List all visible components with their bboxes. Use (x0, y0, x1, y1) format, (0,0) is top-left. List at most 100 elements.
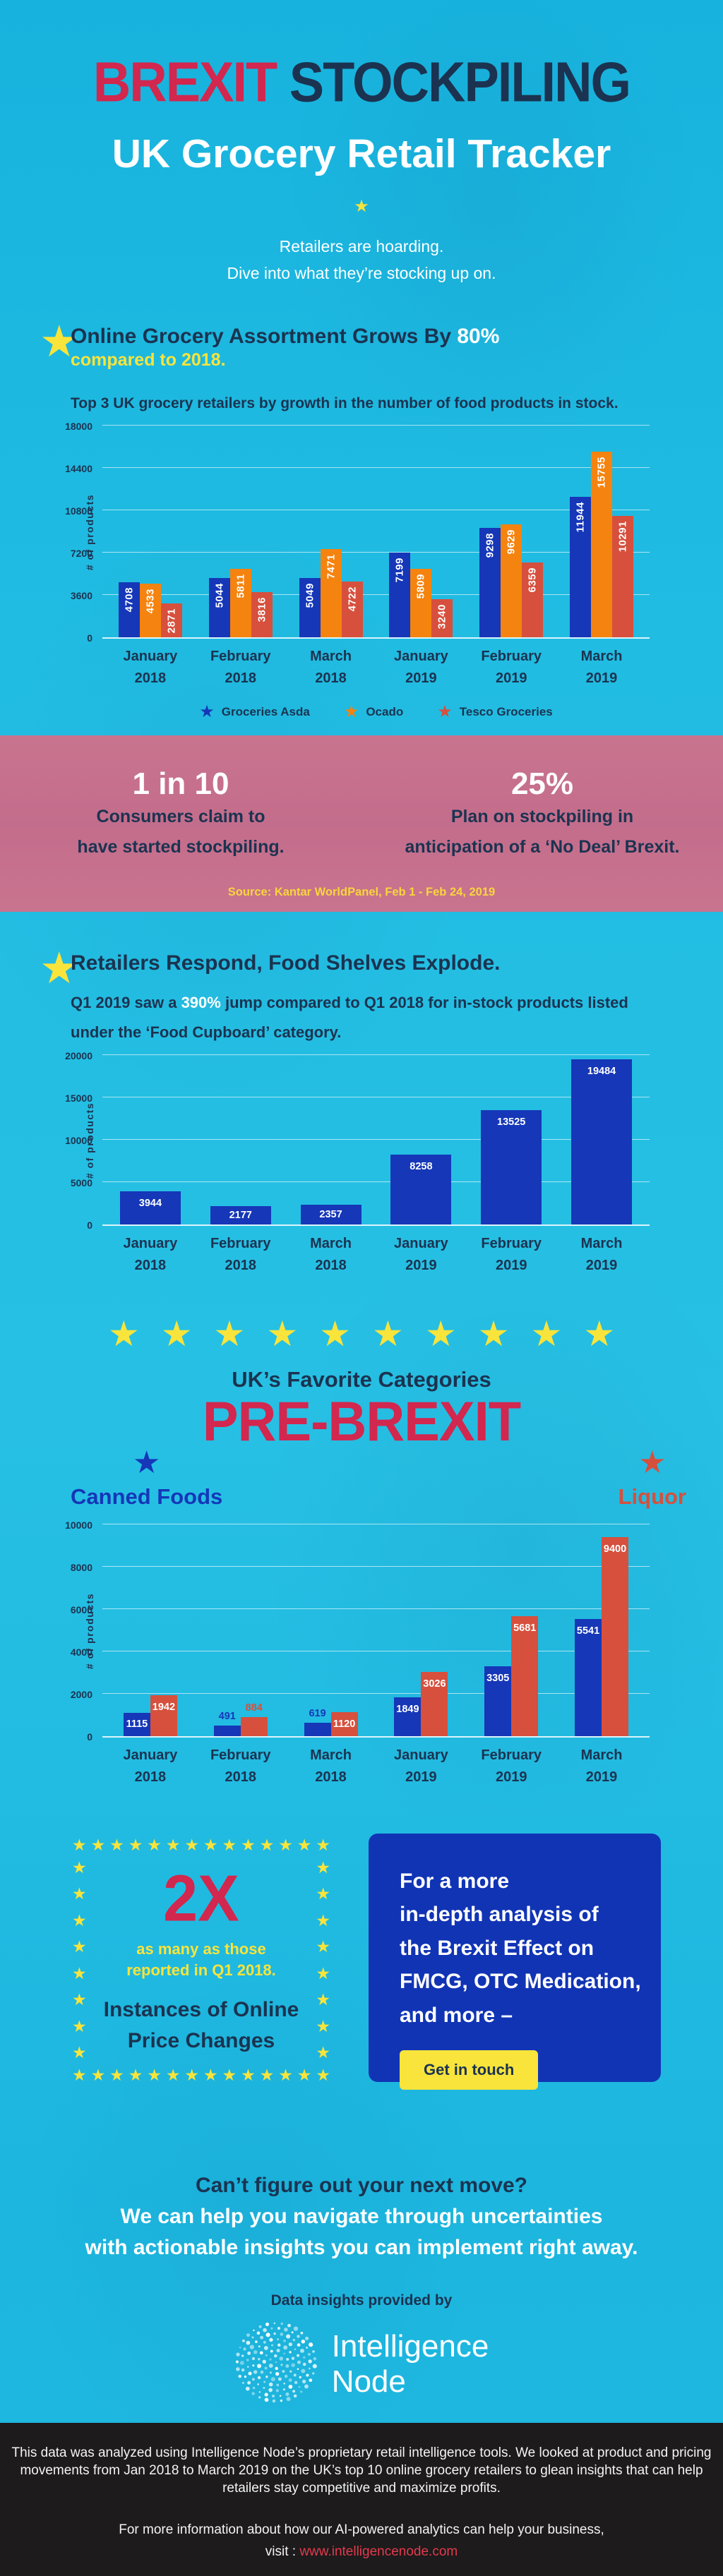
star-icon: ★ (147, 1836, 162, 1854)
star-icon: ★ (316, 1963, 330, 1982)
stars-divider: ★★★★★★★★★★ (0, 1316, 723, 1352)
bar-value-label: 4708 (123, 586, 136, 612)
stat-consumers: 1 in 10 Consumers claim to have started … (0, 766, 362, 862)
page-title-stockpiling: STOCKPILING (276, 50, 631, 114)
bar-value-label: 5541 (576, 1625, 600, 1637)
bar-group-february-2018: 5044 5811 3816 (208, 569, 273, 637)
website-link[interactable]: www.intelligencenode.com (299, 2544, 458, 2559)
star-icon: ★ (297, 2066, 312, 2084)
y-tick-label: 10000 (65, 1135, 92, 1146)
x-axis-labels: January 2018 February 2018 March 2018 January 2… (102, 1233, 650, 1277)
gridline (102, 1139, 650, 1140)
gridline (102, 425, 650, 426)
bar-groups: 4708 4533 2871 5044 5811 3816 5049 7471 4722 7199… (102, 427, 650, 637)
x-axis-labels: January 2018 February 2018 March 2018 January 2… (102, 1745, 650, 1788)
source-attribution: Source: Kantar WorldPanel, Feb 1 - Feb 2… (227, 886, 496, 898)
bar-value-label: 3305 (486, 1672, 510, 1684)
y-tick-label: 18000 (65, 421, 92, 432)
stat-text-line: Consumers claim to (96, 807, 265, 826)
dotted-globe-icon (235, 2322, 317, 2403)
x-tick-label: February 2019 (481, 1747, 542, 1785)
bar-value-label: 9400 (603, 1543, 627, 1555)
bar-liquor: 9400 (602, 1537, 629, 1736)
stat-text-line: Plan on stockpiling in (450, 807, 634, 826)
x-tick-label: March 2019 (580, 649, 623, 686)
y-tick-label: 4000 (70, 1647, 92, 1658)
bar-value-label: 5681 (513, 1622, 537, 1634)
stars-border-right: ★ ★ ★ ★ ★ ★ ★ ★ (316, 1860, 330, 2061)
multiplier-value: 2X (163, 1861, 239, 1935)
star-icon: ★ (109, 2066, 124, 2084)
y-tick-label: 7200 (70, 548, 92, 559)
bar-tesco-groceries: 2871 (160, 603, 182, 637)
star-icon: ★ (72, 1836, 87, 1854)
bar-group-january-2019: 1849 3026 (394, 1672, 448, 1736)
star-icon: ★ (72, 1937, 87, 1956)
stat-value: 25% (510, 766, 574, 801)
bar-group-january-2018: 3944 (119, 1191, 181, 1224)
x-tick-label: February 2019 (481, 1236, 542, 1273)
bar-liquor: 5681 (511, 1615, 539, 1736)
stat-text-line: have started stockpiling. (77, 837, 285, 857)
legend-item-ocado: ★ Ocado (344, 704, 403, 721)
y-tick-label: 0 (87, 632, 92, 644)
y-tick-label: 20000 (65, 1050, 92, 1061)
stat-stockpiling-plan: 25% Plan on stockpiling in anticipation … (362, 766, 723, 862)
star-icon: ★ (266, 1314, 320, 1354)
bar-group-february-2019: 3305 5681 (484, 1615, 539, 1736)
page-title: BREXIT STOCKPILING (0, 49, 723, 114)
section-heading-text: Online Grocery Assortment Grows By (71, 325, 458, 348)
y-tick-label: 10000 (65, 1519, 92, 1531)
legend-item-tesco-groceries: ★ Tesco Groceries (437, 704, 553, 721)
star-icon: ★ (222, 2066, 237, 2084)
star-icon: ★ (316, 2066, 330, 2084)
bar-food-cupboard: 2177 (210, 1205, 271, 1224)
star-icon: ★ (165, 2066, 181, 2084)
categories-chart: # of products 0 2000 4000 6000 8000 10000 1115… (0, 1519, 723, 1788)
footer-text-line: movements from Jan 2018 to March 2019 on… (20, 2463, 703, 2478)
bar-value-label: 19484 (587, 1066, 616, 1078)
y-axis-label: # of products (84, 1592, 95, 1670)
retailers-growth-chart: # of products 0 3600 7200 10800 14400 18000 47… (0, 421, 723, 721)
bar-food-cupboard: 19484 (571, 1059, 633, 1224)
y-tick-label: 6000 (70, 1604, 92, 1615)
y-tick-label: 0 (87, 1731, 92, 1743)
star-icon: ★ (424, 1314, 478, 1354)
bar-food-cupboard: 3944 (119, 1191, 181, 1224)
x-tick-label: January 2018 (123, 649, 178, 686)
star-icon: ★ (184, 1836, 199, 1854)
footer-visit-line: visit : www.intelligencenode.com (0, 2544, 723, 2560)
x-tick-label: January 2019 (394, 1747, 448, 1785)
bar-group-march-2018: 2357 (300, 1204, 362, 1224)
star-icon: ★ (316, 1910, 330, 1930)
footer-info-line: For more information about how our AI-po… (119, 2522, 604, 2537)
gridline (102, 1693, 650, 1694)
bar-value-label: 1849 (396, 1703, 419, 1715)
star-icon: ★ (128, 2066, 143, 2084)
bar-ocado: 15755 (591, 452, 613, 637)
star-icon: ★ (40, 318, 79, 366)
star-icon: ★ (316, 1884, 330, 1903)
cta-text-line: the Brexit Effect on (400, 1936, 594, 1960)
bar-tesco-groceries: 4722 (341, 582, 363, 637)
star-icon: ★ (259, 1836, 275, 1854)
stars-border-top: ★ ★ ★ ★ ★ ★ ★ ★ ★ ★ ★ ★ ★ ★ (72, 1837, 330, 1853)
get-in-touch-button[interactable]: Get in touch (400, 2050, 539, 2090)
body-text: jump compared to Q1 2018 for in-stock pr… (220, 994, 628, 1011)
star-icon: ★ (72, 2016, 87, 2035)
y-tick-label: 5000 (70, 1177, 92, 1188)
bar-group-march-2018: 5049 7471 4722 (299, 549, 363, 637)
y-tick-label: 2000 (70, 1689, 92, 1700)
intelligence-node-logo: Intelligence Node (0, 2321, 723, 2407)
y-tick-label: 8000 (70, 1562, 92, 1573)
star-icon: ★ (316, 1990, 330, 2009)
x-tick-label: March 2018 (310, 649, 352, 686)
bar-value-label: 7471 (325, 554, 337, 579)
x-tick-label: February 2018 (210, 1747, 271, 1785)
bar-groceries-asda: 5049 (299, 577, 321, 637)
y-tick-label: 3600 (70, 590, 92, 601)
legend-label: Tesco Groceries (459, 705, 553, 718)
stats-columns: 1 in 10 Consumers claim to have started … (0, 735, 723, 862)
body-highlight: 390% (181, 994, 221, 1011)
